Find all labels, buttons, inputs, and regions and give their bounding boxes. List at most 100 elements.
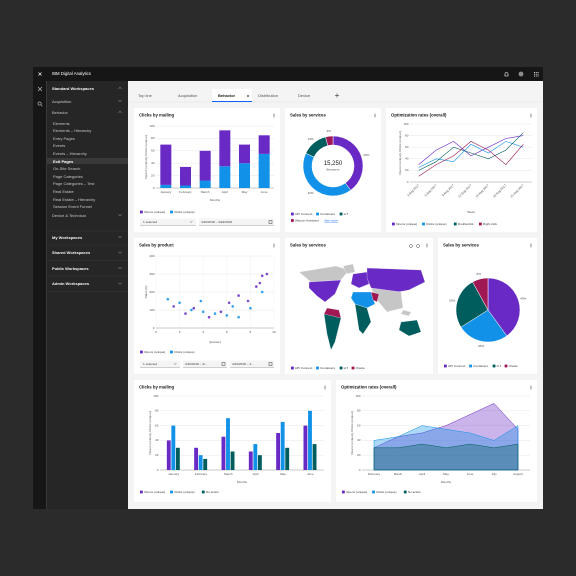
overflow-menu-dot[interactable]: [273, 246, 275, 248]
y-tick-label: 200: [149, 290, 154, 294]
overflow-menu-dot[interactable]: [273, 116, 275, 118]
legend-label[interactable]: IoT: [497, 364, 502, 368]
see-more-link[interactable]: See more: [324, 218, 338, 222]
nav-item[interactable]: Events – Hierarchy: [53, 150, 87, 156]
legend-label[interactable]: No action: [206, 490, 219, 494]
legend-label[interactable]: Containers: [473, 364, 488, 368]
section-title[interactable]: Public Workspaces: [52, 265, 89, 271]
nav-item[interactable]: Page Categories: [53, 173, 83, 179]
overflow-menu-dot[interactable]: [374, 115, 376, 116]
section-title[interactable]: Admin Workspaces: [52, 281, 90, 287]
overflow-menu-dot[interactable]: [324, 385, 326, 387]
date-picker[interactable]: [183, 360, 227, 368]
legend-label[interactable]: Clicks (unique): [376, 490, 396, 494]
y-tick-label: 300: [149, 272, 154, 276]
section-title[interactable]: Shared Workspaces: [52, 250, 91, 256]
dropdown[interactable]: [140, 218, 196, 226]
bar: [276, 433, 281, 470]
legend-label[interactable]: Opens (unique): [396, 222, 417, 226]
nav-item[interactable]: Elements – Hierarchy: [53, 128, 92, 134]
nav-item[interactable]: Page Categories – Test: [53, 181, 95, 187]
legend-swatch: [339, 366, 343, 370]
legend-label[interactable]: Oracle: [509, 364, 518, 368]
point: [258, 281, 262, 285]
overflow-menu-dot[interactable]: [530, 388, 532, 390]
nav-group[interactable]: Behavior: [52, 109, 68, 115]
legend-label[interactable]: Clicks (unique): [426, 222, 446, 226]
legend-label[interactable]: Opens (unique): [346, 490, 367, 494]
legend-label[interactable]: Clicks (unique): [174, 350, 194, 354]
date-picker[interactable]: [230, 360, 274, 368]
x-tick-label: June: [261, 190, 268, 194]
legend-label[interactable]: IoT: [344, 366, 349, 370]
overflow-menu-dot[interactable]: [374, 113, 376, 115]
nav-group[interactable]: Device & Technical: [52, 212, 86, 218]
overflow-menu-dot[interactable]: [426, 245, 428, 246]
nav-group[interactable]: Acquisition: [52, 98, 72, 104]
overflow-menu-dot[interactable]: [273, 113, 275, 115]
legend-swatch: [339, 212, 343, 216]
overflow-menu-dot[interactable]: [273, 245, 275, 246]
legend-label[interactable]: Containers: [320, 366, 335, 370]
legend-label[interactable]: Opens (unique): [144, 210, 165, 214]
legend-label[interactable]: Doubleclick: [458, 222, 474, 226]
overflow-menu-dot[interactable]: [324, 387, 326, 388]
legend-label[interactable]: Containers: [320, 212, 335, 216]
card-title: Sales by services: [290, 113, 326, 118]
area: [373, 443, 519, 471]
legend-label[interactable]: API Connect: [295, 366, 313, 370]
legend-label[interactable]: Oracle: [356, 366, 365, 370]
zoom-button[interactable]: [416, 244, 420, 248]
legend-label[interactable]: Clicks (unique): [174, 490, 194, 494]
overflow-menu-dot[interactable]: [374, 116, 376, 118]
point: [265, 272, 269, 276]
overflow-menu-dot[interactable]: [530, 246, 532, 248]
overflow-menu-dot[interactable]: [530, 243, 532, 245]
card-canvas: Clicks by mailing 0 20 40 60 80 100 Opens (uniq…: [139, 385, 326, 494]
legend-label[interactable]: No action: [408, 490, 421, 494]
legend-label[interactable]: Right click: [483, 222, 498, 226]
bar-segment: [219, 166, 231, 188]
nav-item[interactable]: Exit Pages: [53, 158, 74, 164]
overflow-menu-dot[interactable]: [426, 243, 428, 245]
overflow-menu-dot[interactable]: [530, 116, 532, 118]
legend-label[interactable]: IoT: [344, 212, 349, 216]
legend-swatch: [291, 212, 294, 216]
dropdown[interactable]: [140, 360, 180, 368]
legend-label[interactable]: Opens (unique): [144, 490, 165, 494]
nav-item[interactable]: Elements: [53, 120, 70, 126]
overflow-menu-dot[interactable]: [530, 387, 532, 388]
x-tick-label: 9 Aug 2017: [441, 183, 455, 197]
card-title: Optimization rates (overall): [391, 113, 447, 118]
dropdown-value: 1 selected: [143, 362, 157, 366]
card: Optimization rates (overall) 0 20 40 60 80 100…: [386, 108, 537, 232]
legend-label[interactable]: API Connect: [295, 212, 313, 216]
nav-item[interactable]: Session Event Funnel: [53, 204, 92, 210]
overflow-menu-dot[interactable]: [273, 243, 275, 245]
date-picker[interactable]: [199, 218, 274, 226]
nav-item[interactable]: Events: [53, 143, 66, 149]
overflow-menu-dot[interactable]: [324, 388, 326, 390]
section-title[interactable]: Standard Workspaces: [52, 85, 94, 91]
overflow-menu-dot[interactable]: [426, 246, 428, 248]
nav-item[interactable]: On-Site Search: [53, 166, 81, 172]
legend-label[interactable]: Opens (unique): [144, 350, 165, 354]
legend-label[interactable]: Clicks (unique): [174, 210, 194, 214]
overflow-menu-dot[interactable]: [530, 113, 532, 115]
nav-item[interactable]: Entry Pages: [53, 135, 75, 141]
legend-swatch: [170, 350, 173, 354]
overflow-menu-dot[interactable]: [273, 115, 275, 116]
nav-item[interactable]: Real Estate: [53, 188, 74, 194]
overflow-menu-dot[interactable]: [530, 385, 532, 387]
nav-item[interactable]: Real Estate – Hierarchy: [53, 196, 96, 202]
bar-segment: [238, 144, 251, 164]
overflow-menu-dot[interactable]: [530, 245, 532, 246]
section-title[interactable]: My Workspaces: [52, 234, 83, 240]
bar-segment: [160, 184, 172, 188]
x-tick-label: 18 Aug 2017: [492, 183, 507, 198]
legend-label[interactable]: Watson Assistant: [295, 218, 319, 222]
zoom-button[interactable]: [409, 244, 413, 248]
bar-segment: [179, 185, 192, 188]
legend-label[interactable]: API Connect: [448, 364, 466, 368]
overflow-menu-dot[interactable]: [530, 115, 532, 116]
